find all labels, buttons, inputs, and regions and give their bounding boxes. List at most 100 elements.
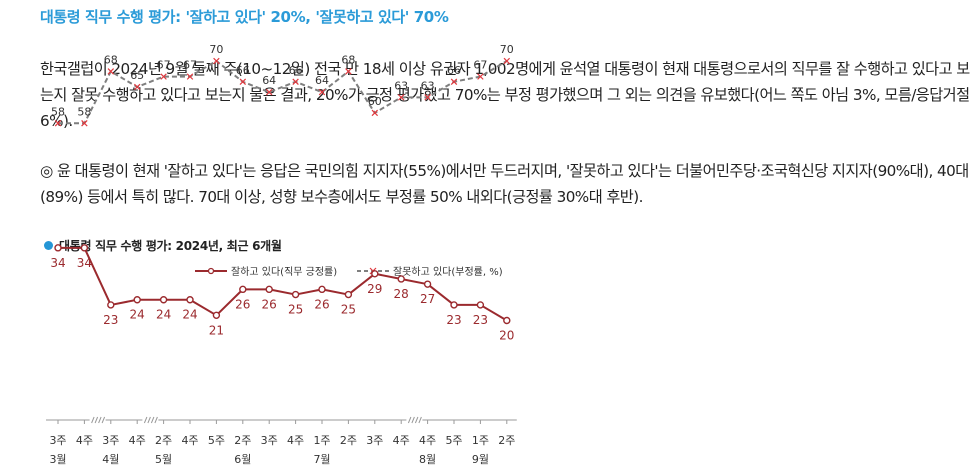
x-tick-label: 5주 bbox=[445, 434, 462, 447]
month-label: 6월 bbox=[234, 453, 251, 466]
positive-data-label: 25 bbox=[288, 303, 303, 317]
negative-data-label: 70 bbox=[209, 43, 223, 56]
headline: 대통령 직무 수행 평가: '잘하고 있다' 20%, '잘못하고 있다' 70… bbox=[40, 8, 449, 26]
positive-data-label: 24 bbox=[182, 308, 197, 322]
axis-break-mark bbox=[98, 416, 102, 424]
x-tick-label: 2주 bbox=[234, 434, 251, 447]
negative-point bbox=[503, 57, 511, 65]
positive-point bbox=[54, 244, 62, 252]
positive-point bbox=[476, 301, 485, 309]
positive-data-label: 26 bbox=[262, 297, 277, 311]
x-tick-label: 2주 bbox=[340, 434, 357, 447]
positive-data-label: 26 bbox=[314, 297, 329, 311]
positive-data-label: 29 bbox=[367, 282, 382, 296]
negative-point bbox=[292, 78, 299, 85]
positive-data-label: 34 bbox=[77, 256, 92, 270]
positive-data-label: 20 bbox=[499, 329, 514, 343]
axis-break-mark bbox=[94, 416, 99, 424]
x-tick-label: 4주 bbox=[129, 434, 146, 447]
positive-data-label: 26 bbox=[235, 297, 250, 311]
positive-point bbox=[423, 280, 432, 288]
axis-break-mark bbox=[91, 416, 95, 424]
negative-data-label: 66 bbox=[236, 64, 250, 77]
negative-series-line bbox=[58, 60, 508, 125]
positive-series-line bbox=[58, 246, 508, 322]
positive-data-label: 25 bbox=[341, 303, 356, 317]
x-tick-label: 3주 bbox=[102, 434, 119, 447]
axis-break-mark bbox=[143, 416, 148, 424]
x-tick-label: 4주 bbox=[181, 434, 198, 447]
month-label: 7월 bbox=[313, 453, 330, 466]
positive-point bbox=[318, 285, 326, 294]
negative-data-label: 68 bbox=[104, 53, 118, 66]
negative-data-label: 65 bbox=[130, 69, 144, 82]
bullet-dot-icon bbox=[44, 241, 53, 250]
positive-point bbox=[159, 296, 168, 304]
negative-data-label: 68 bbox=[341, 53, 355, 66]
x-tick-label: 5주 bbox=[208, 434, 225, 447]
x-tick-label: 4주 bbox=[76, 434, 93, 447]
month-label: 9월 bbox=[472, 453, 489, 466]
positive-data-label: 24 bbox=[156, 308, 171, 322]
negative-data-label: 58 bbox=[51, 105, 65, 118]
x-tick-label: 3주 bbox=[261, 434, 278, 447]
month-label: 4월 bbox=[102, 453, 119, 466]
legend-label-negative: 잘못하고 있다(부정률, %) bbox=[393, 265, 503, 278]
negative-data-label: 70 bbox=[500, 43, 514, 56]
positive-point bbox=[291, 290, 300, 299]
negative-data-label: 67 bbox=[157, 59, 171, 72]
positive-point bbox=[344, 290, 353, 299]
negative-point bbox=[213, 57, 220, 65]
axis-break-mark bbox=[150, 416, 155, 424]
month-label: 8월 bbox=[419, 453, 436, 466]
negative-data-label: 63 bbox=[421, 79, 435, 92]
negative-point bbox=[265, 88, 273, 96]
negative-point bbox=[133, 83, 141, 91]
positive-point bbox=[212, 311, 221, 320]
negative-data-label: 63 bbox=[394, 79, 408, 92]
negative-point bbox=[54, 120, 62, 127]
negative-point bbox=[371, 109, 379, 117]
chart-title: 대통령 직무 수행 평가: 2024년, 최근 6개월 bbox=[44, 237, 282, 254]
negative-point bbox=[81, 120, 88, 127]
x-tick-label: 3주 bbox=[49, 434, 66, 447]
negative-point bbox=[424, 94, 431, 101]
negative-data-label: 60 bbox=[368, 95, 382, 108]
negative-data-label: 58 bbox=[77, 105, 91, 118]
x-tick-label: 3주 bbox=[366, 434, 383, 447]
negative-point bbox=[160, 73, 167, 80]
axis-break-mark bbox=[418, 416, 422, 424]
positive-point bbox=[503, 316, 511, 325]
positive-data-label: 21 bbox=[209, 323, 224, 337]
negative-point bbox=[186, 73, 194, 80]
legend-marker-positive bbox=[207, 267, 215, 275]
negative-point bbox=[318, 88, 326, 96]
negative-data-label: 66 bbox=[447, 64, 461, 77]
negative-data-label: 66 bbox=[289, 64, 303, 77]
positive-data-label: 34 bbox=[50, 256, 65, 270]
negative-data-label: 67 bbox=[183, 59, 197, 72]
chart-title-text: 대통령 직무 수행 평가: 2024년, 최근 6개월 bbox=[59, 239, 282, 253]
negative-point bbox=[477, 73, 484, 80]
negative-point bbox=[107, 68, 115, 75]
x-tick-label: 2주 bbox=[498, 434, 515, 447]
positive-point bbox=[450, 301, 458, 309]
positive-point bbox=[107, 301, 115, 309]
axis-break-mark bbox=[414, 416, 419, 424]
axis-break-mark bbox=[407, 416, 412, 424]
negative-point bbox=[450, 78, 458, 85]
positive-point bbox=[371, 270, 379, 278]
positive-data-label: 23 bbox=[103, 313, 118, 327]
axis-break-mark bbox=[154, 416, 158, 424]
positive-point bbox=[397, 275, 405, 283]
axis-break-mark bbox=[101, 416, 106, 424]
positive-point bbox=[265, 285, 273, 294]
detail-paragraph: ◎ 윤 대통령이 현재 '잘하고 있다'는 응답은 국민의힘 지지자(55%)에… bbox=[40, 162, 969, 206]
negative-point bbox=[239, 78, 247, 85]
positive-data-label: 27 bbox=[420, 292, 435, 306]
positive-data-label: 28 bbox=[394, 287, 409, 301]
positive-data-label: 23 bbox=[473, 313, 488, 327]
negative-data-label: 67 bbox=[473, 59, 487, 72]
month-label: 5월 bbox=[155, 453, 172, 466]
